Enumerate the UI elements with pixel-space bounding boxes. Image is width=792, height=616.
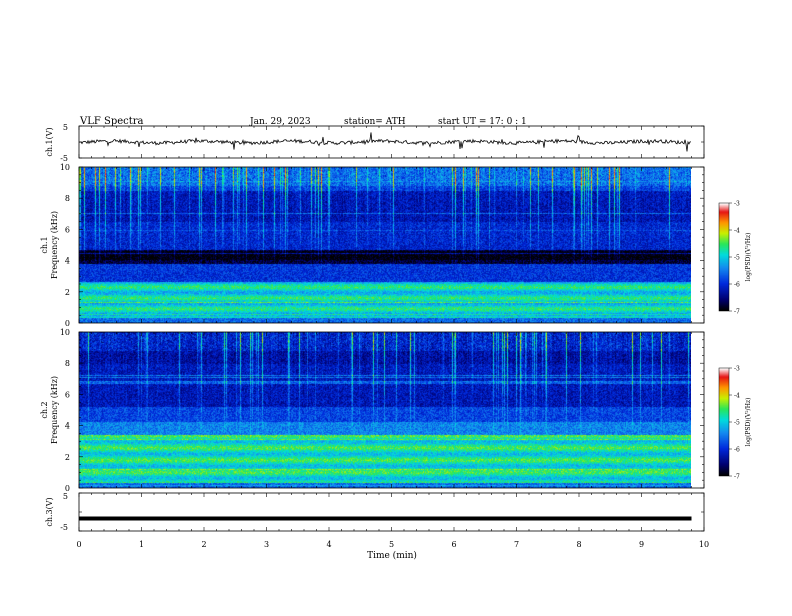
x-axis-label: Time (min) <box>367 550 417 561</box>
ch1-colorbar-tick-label: -6 <box>734 282 740 289</box>
ch3-waveform-frame <box>78 492 705 532</box>
ch1-spec-ylabel-channel: ch.1 <box>40 236 49 253</box>
ch1-spectrogram-ytick-label: 4 <box>65 257 70 266</box>
station-label: station= ATH <box>344 117 406 127</box>
x-tick-label: 8 <box>576 540 581 549</box>
ch1-spectrogram-ytick-label: 8 <box>65 194 70 203</box>
x-tick-label: 7 <box>514 540 519 549</box>
ch1-spectrogram-panel: ch.1 Frequency (kHz) 0 2 4 6 8 10 -3 -4 -5 -6 -7 … <box>40 163 752 328</box>
ch1-colorbar-gradient <box>719 203 729 311</box>
ch2-spec-ylabel-frequency: Frequency (kHz) <box>50 376 59 444</box>
ch2-spectrogram-ytick-label: 8 <box>65 359 70 368</box>
ch1-colorbar-tick-label: -7 <box>734 309 740 316</box>
ch2-spectrogram-image <box>79 332 691 488</box>
x-tick-label: 0 <box>76 540 81 549</box>
ch2-colorbar-tick-label: -5 <box>734 420 740 427</box>
ch2-colorbar-label: log(PSD)(V²/Hz) <box>745 398 752 447</box>
x-tick-label: 9 <box>639 540 644 549</box>
ch1-colorbar: -3 -4 -5 -6 -7 log(PSD)(V²/Hz) <box>718 201 752 316</box>
ch1-colorbar-label: log(PSD)(V²/Hz) <box>745 233 752 282</box>
ch2-colorbar-gradient <box>719 368 729 476</box>
ch3-ytick-neg5: -5 <box>60 523 68 532</box>
ch2-spectrogram-ytick-label: 2 <box>65 453 70 462</box>
x-tick-label: 2 <box>201 540 206 549</box>
x-tick-label: 1 <box>139 540 144 549</box>
ch1-spectrogram-image <box>79 167 691 323</box>
ch3-waveform-ylabel: ch.3(V) <box>45 497 54 526</box>
x-tick-label: 5 <box>389 540 394 549</box>
ch2-colorbar-tick-label: -4 <box>734 393 740 400</box>
ch1-ytick-5: 5 <box>63 123 68 132</box>
ch1-spec-ylabel-frequency: Frequency (kHz) <box>50 211 59 279</box>
ch2-colorbar: -3 -4 -5 -6 -7 log(PSD)(V²/Hz) <box>718 366 752 481</box>
ch1-colorbar-tick-label: -5 <box>734 255 740 262</box>
ch2-spectrogram-ytick-label: 0 <box>65 484 70 493</box>
ch3-ytick-5: 5 <box>63 492 68 501</box>
date-label: Jan. 29, 2023 <box>249 117 311 127</box>
ch1-waveform-line <box>79 132 691 152</box>
x-tick-label: 6 <box>451 540 456 549</box>
ch2-spec-ylabel-channel: ch.2 <box>40 401 49 418</box>
x-tick-label: 10 <box>699 540 709 549</box>
ch2-spectrogram-ytick-label: 10 <box>60 328 70 337</box>
ch1-spectrogram-ytick-label: 10 <box>60 163 70 172</box>
ch1-ytick-neg5: -5 <box>60 154 68 163</box>
x-tick-label: 4 <box>326 540 331 549</box>
ch1-spectrogram-ytick-label: 2 <box>65 288 70 297</box>
ch2-colorbar-tick-label: -7 <box>734 474 740 481</box>
ch1-waveform-panel: 5 -5 ch.1(V) <box>45 123 705 163</box>
ch1-colorbar-tick-label: -4 <box>734 228 740 235</box>
start-time-label: start UT = 17: 0 : 1 <box>438 117 527 127</box>
ch1-colorbar-tick-label: -3 <box>734 201 740 208</box>
ch1-spectrogram-ytick-label: 6 <box>65 225 70 234</box>
x-tick-label: 3 <box>264 540 269 549</box>
ch2-colorbar-tick-label: -6 <box>734 447 740 454</box>
ch2-spectrogram-ytick-label: 6 <box>65 390 70 399</box>
ch1-waveform-ylabel: ch.1(V) <box>45 127 54 156</box>
figure-title: VLF Spectra <box>79 116 144 127</box>
ch2-spectrogram-panel: ch.2 Frequency (kHz) 0 2 4 6 8 10 -3 -4 -5 -6 -7 … <box>40 328 752 493</box>
ch2-spectrogram-ytick-label: 4 <box>65 422 70 431</box>
ch2-colorbar-tick-label: -3 <box>734 366 740 373</box>
ch3-waveform-panel: 5 -5 ch.3(V) 0 1 2 3 4 5 6 7 8 9 10 Time (min) <box>45 492 709 561</box>
ch1-spectrogram-ytick-label: 0 <box>65 319 70 328</box>
